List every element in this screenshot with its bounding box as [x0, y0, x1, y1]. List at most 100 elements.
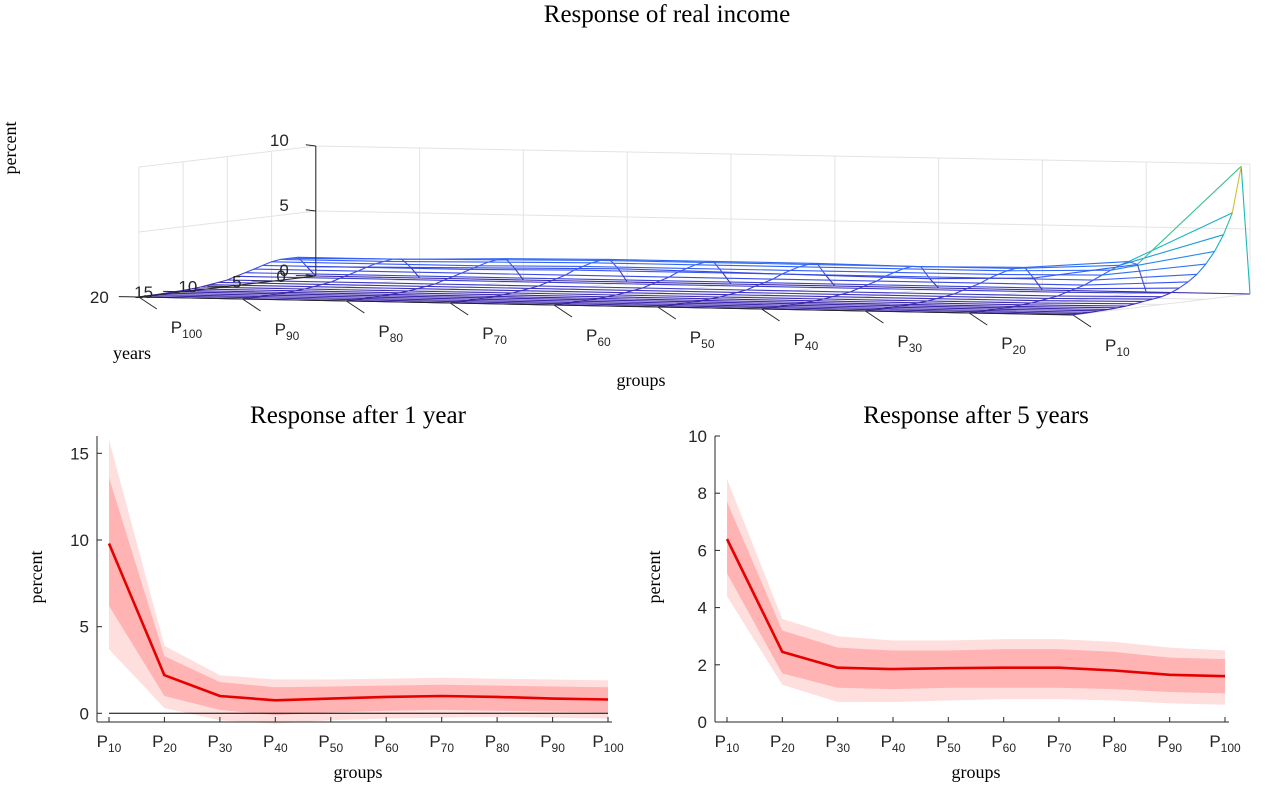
mesh-line — [930, 278, 1034, 279]
mesh-line — [998, 274, 1102, 275]
surface-xlabel: groups — [617, 370, 666, 390]
surface-title: Response of real income — [544, 1, 790, 28]
x-tick — [969, 313, 987, 325]
mesh-line — [1014, 306, 1118, 307]
mesh-line — [696, 265, 800, 267]
mesh-line — [877, 281, 981, 283]
mesh-line — [773, 274, 782, 279]
surface-plot: Response of real income 051005101520P10P… — [0, 1, 1250, 390]
surface-grid — [139, 146, 1250, 315]
x-tick-label: P100 — [592, 732, 624, 755]
mesh-line — [945, 296, 1049, 298]
x-tick-label: P100 — [171, 318, 203, 341]
mesh-line — [358, 271, 462, 273]
x-tick-label: P70 — [1047, 732, 1072, 755]
mesh-line — [1197, 264, 1206, 274]
mesh-line — [530, 288, 634, 290]
surface-axes: 051005101520P10P20P30P40P50P60P70P80P90P… — [90, 131, 1130, 359]
mesh-line — [850, 288, 859, 292]
surface-mesh — [139, 166, 1250, 314]
mesh-line — [791, 267, 800, 271]
mesh-line — [506, 259, 610, 260]
mesh-line — [791, 270, 895, 272]
x-tick-label: P90 — [1157, 732, 1182, 755]
mesh-line — [669, 277, 773, 279]
panel1-xlabel: groups — [334, 762, 383, 782]
mesh-line — [515, 268, 619, 269]
x-tick-label: P10 — [715, 732, 740, 755]
x-tick-label: P80 — [485, 732, 510, 755]
x-tick-label: P40 — [263, 732, 288, 755]
y-tick-label: 5 — [80, 618, 89, 637]
mesh-line — [799, 267, 903, 269]
x-tick-label: P20 — [770, 732, 795, 755]
mesh-line — [375, 264, 479, 266]
x-tick-label: P30 — [825, 732, 850, 755]
x-tick — [243, 299, 261, 311]
mesh-line — [479, 266, 583, 267]
y-tick-label: 0 — [80, 704, 89, 723]
mesh-line — [1162, 293, 1171, 297]
mesh-line — [539, 282, 548, 286]
x-tick — [554, 305, 572, 317]
mesh-line — [782, 270, 791, 274]
y-tick-label: 10 — [178, 278, 197, 297]
mesh-line — [592, 263, 696, 265]
mesh-line — [497, 260, 601, 261]
x-tick — [865, 311, 883, 323]
z-tick-label: 5 — [279, 196, 288, 215]
mesh-line — [453, 273, 462, 277]
mesh-line — [461, 269, 470, 273]
y-tick-label: 6 — [698, 541, 707, 560]
surface-zlabel: percent — [0, 122, 20, 175]
mesh-line — [1129, 262, 1138, 265]
mesh-line — [358, 267, 367, 271]
y-tick-label: 0 — [276, 267, 285, 286]
mesh-line — [954, 290, 963, 294]
x-tick — [1073, 315, 1091, 327]
mesh-line — [322, 284, 426, 286]
x-tick-label: P30 — [897, 332, 922, 355]
z-tick — [306, 145, 316, 146]
x-tick-label: P70 — [429, 732, 454, 755]
mesh-line — [868, 281, 877, 285]
x-tick-label: P60 — [991, 732, 1016, 755]
mesh-line — [1058, 292, 1067, 296]
mesh-line — [565, 275, 669, 277]
panel-1-year: Response after 1 year percent groups 051… — [26, 402, 624, 782]
mesh-line — [1137, 166, 1241, 264]
mesh-line — [479, 262, 488, 266]
mesh-line — [1025, 267, 1034, 278]
x-tick-label: P20 — [152, 732, 177, 755]
mesh-line — [687, 265, 696, 269]
mesh-line — [583, 263, 592, 267]
mesh-line — [998, 271, 1007, 275]
mesh-line — [981, 283, 1085, 285]
mesh-line — [402, 259, 411, 267]
mesh-line — [1084, 282, 1188, 285]
y-tick-label: 15 — [70, 444, 89, 463]
x-tick-label: P60 — [586, 326, 611, 349]
x-tick-label: P90 — [540, 732, 565, 755]
x-tick — [658, 307, 676, 319]
mesh-line — [1179, 282, 1188, 288]
x-tick — [762, 309, 780, 321]
mesh-line — [402, 259, 506, 260]
x-tick-label: P60 — [374, 732, 399, 755]
panel2-xlabel: groups — [952, 762, 1001, 782]
mesh-line — [643, 284, 652, 288]
mesh-line — [583, 266, 687, 268]
x-tick — [346, 301, 364, 313]
x-tick-label: P10 — [97, 732, 122, 755]
mesh-line — [669, 272, 678, 277]
x-tick-label: P40 — [794, 330, 819, 353]
z-tick — [306, 210, 316, 211]
mesh-line — [737, 292, 841, 294]
mesh-line — [435, 280, 444, 284]
mesh-line — [470, 269, 574, 270]
x-tick-label: P90 — [275, 320, 300, 343]
mesh-line — [660, 277, 669, 281]
z-gridline — [316, 146, 1250, 164]
mesh-line — [773, 279, 877, 281]
